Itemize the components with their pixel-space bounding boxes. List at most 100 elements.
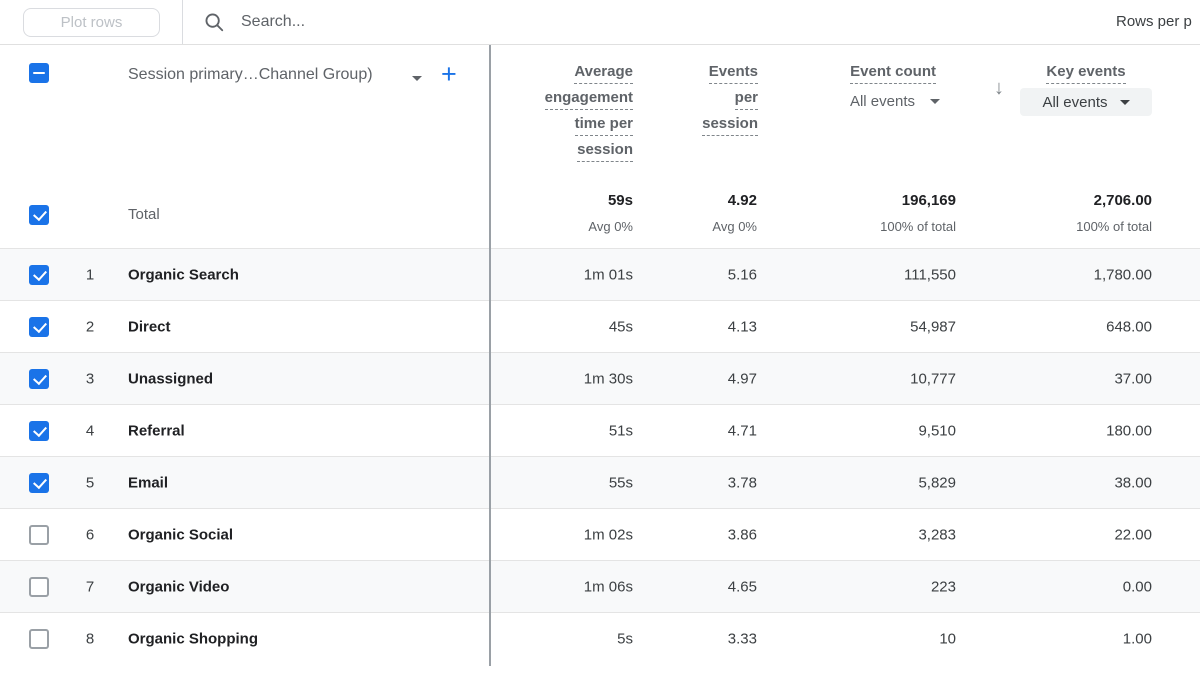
column-header-events-per-session[interactable]: Events per session (702, 63, 758, 141)
row-index: 2 (85, 318, 95, 335)
column-header-line: per (734, 89, 758, 110)
avg-engagement-cell: 1m 06s (583, 578, 633, 595)
key-events-cell: 180.00 (1106, 422, 1152, 439)
events-per-session-cell: 4.65 (727, 578, 757, 595)
row-checkbox[interactable] (29, 369, 49, 389)
column-header-line: Average (574, 63, 633, 84)
channel-name: Organic Video (128, 578, 230, 595)
row-checkbox[interactable] (29, 525, 49, 545)
events-per-session-cell: 3.33 (727, 630, 757, 648)
total-value: 59s (607, 192, 633, 209)
event-count-cell: 54,987 (910, 318, 956, 335)
search-input[interactable] (241, 7, 801, 37)
avg-engagement-cell: 1m 01s (583, 266, 633, 283)
avg-engagement-cell: 45s (608, 318, 633, 335)
row-index: 5 (85, 474, 95, 491)
total-event-count-cell: 196,169 100% of total (880, 192, 956, 234)
row-checkbox[interactable] (29, 629, 49, 649)
sort-descending-icon[interactable]: ↓ (994, 77, 1004, 99)
chevron-down-icon[interactable] (412, 76, 422, 81)
key-events-cell: 648.00 (1106, 318, 1152, 335)
total-avg-engagement-cell: 59s Avg 0% (588, 192, 633, 234)
row-checkbox[interactable] (29, 317, 49, 337)
event-count-cell: 3,283 (918, 526, 956, 543)
event-count-cell: 111,550 (904, 266, 956, 283)
column-header-line: time per (574, 115, 633, 136)
select-all-checkbox[interactable] (29, 63, 49, 83)
channel-name: Organic Search (128, 266, 239, 283)
row-index: 6 (85, 526, 95, 543)
key-events-cell: 22.00 (1114, 526, 1152, 543)
search-icon (205, 13, 224, 32)
rows-per-page-label: Rows per p (1116, 13, 1192, 30)
table-row: 2 Direct 45s 4.13 54,987 648.00 (0, 301, 1200, 353)
events-per-session-cell: 4.13 (727, 318, 757, 335)
key-events-cell: 0.00 (1122, 578, 1152, 595)
row-index: 3 (85, 370, 95, 387)
plot-rows-button[interactable]: Plot rows (23, 8, 160, 37)
event-count-filter-label: All events (849, 93, 915, 110)
events-per-session-cell: 4.97 (727, 370, 757, 387)
total-events-per-session-cell: 4.92 Avg 0% (712, 192, 757, 234)
row-checkbox[interactable] (29, 577, 49, 597)
chevron-down-icon (1119, 99, 1130, 105)
column-header-line: Event count (850, 63, 936, 84)
channel-name: Direct (128, 318, 171, 335)
channel-name: Unassigned (128, 370, 214, 387)
events-per-session-cell: 3.86 (727, 526, 757, 543)
chevron-down-icon (930, 99, 940, 104)
column-header-event-count[interactable]: Event count (850, 63, 936, 89)
add-dimension-button[interactable]: + (441, 59, 457, 89)
channel-name: Organic Shopping (128, 630, 258, 648)
table-row: 5 Email 55s 3.78 5,829 38.00 (0, 457, 1200, 509)
table-header: Session primary…Channel Group) + Average… (0, 45, 1200, 180)
total-sublabel: 100% of total (1076, 219, 1152, 234)
total-sublabel: 100% of total (880, 219, 956, 234)
avg-engagement-cell: 5s (617, 630, 633, 648)
key-events-cell: 1,780.00 (1093, 266, 1152, 283)
avg-engagement-cell: 51s (608, 422, 633, 439)
events-per-session-cell: 4.71 (727, 422, 757, 439)
avg-engagement-cell: 1m 02s (583, 526, 633, 543)
row-checkbox[interactable] (29, 421, 49, 441)
channel-name: Email (128, 474, 169, 491)
key-events-filter-dropdown[interactable]: All events (1020, 88, 1152, 116)
event-count-cell: 9,510 (918, 422, 956, 439)
key-events-cell: 38.00 (1114, 474, 1152, 491)
event-count-cell: 10,777 (910, 370, 956, 387)
total-value: 4.92 (727, 192, 757, 209)
table-row: 8 Organic Shopping 5s 3.33 10 1.00 (0, 613, 1200, 665)
row-index: 8 (85, 630, 95, 648)
total-sublabel: Avg 0% (588, 219, 633, 234)
event-count-filter-dropdown[interactable]: All events (850, 93, 940, 110)
toolbar-divider (182, 0, 183, 44)
table-toolbar: Plot rows Rows per p (0, 0, 1200, 45)
column-header-key-events[interactable]: Key events (1020, 63, 1152, 89)
column-header-line: engagement (544, 89, 633, 110)
events-per-session-cell: 3.78 (727, 474, 757, 491)
event-count-cell: 10 (939, 630, 956, 648)
row-checkbox[interactable] (29, 265, 49, 285)
dimension-header-dropdown[interactable]: Session primary…Channel Group) (128, 66, 373, 83)
column-header-avg-engagement-time[interactable]: Average engagement time per session (544, 63, 633, 167)
total-value: 2,706.00 (1093, 192, 1152, 209)
event-count-cell: 5,829 (918, 474, 956, 491)
row-index: 4 (85, 422, 95, 439)
row-index: 7 (85, 578, 95, 595)
total-row-checkbox[interactable] (29, 205, 49, 225)
avg-engagement-cell: 55s (608, 474, 633, 491)
total-value: 196,169 (901, 192, 956, 209)
dimension-metric-divider (489, 45, 491, 666)
table-row: 6 Organic Social 1m 02s 3.86 3,283 22.00 (0, 509, 1200, 561)
avg-engagement-cell: 1m 30s (583, 370, 633, 387)
column-header-line: session (577, 141, 633, 162)
column-header-line: session (702, 115, 758, 136)
key-events-filter-label: All events (1042, 93, 1108, 111)
event-count-cell: 223 (930, 578, 956, 595)
row-checkbox[interactable] (29, 473, 49, 493)
table-row: 1 Organic Search 1m 01s 5.16 111,550 1,7… (0, 249, 1200, 301)
total-row-label: Total (128, 206, 160, 223)
events-per-session-cell: 5.16 (727, 266, 757, 283)
column-header-line: Key events (1046, 63, 1126, 84)
